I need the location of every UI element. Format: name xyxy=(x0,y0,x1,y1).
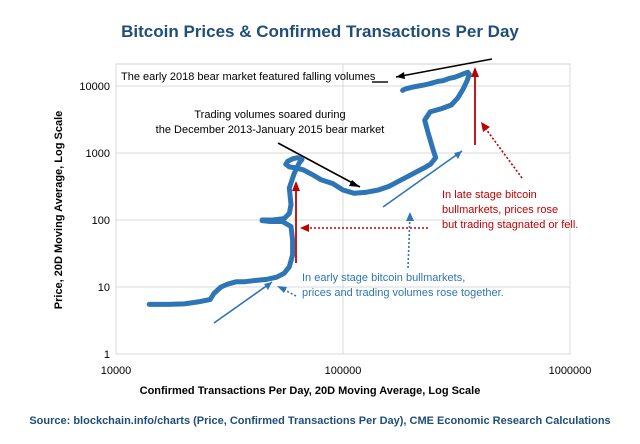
price-arrow-early-head xyxy=(292,181,300,191)
dotted-arrow-early-up xyxy=(407,214,411,269)
x-axis-label: Confirmed Transactions Per Day, 20D Movi… xyxy=(140,385,481,397)
series-line xyxy=(146,69,472,307)
y-tick-label: 100 xyxy=(92,215,110,227)
annotation-early-2018: The early 2018 bear market featured fall… xyxy=(121,71,376,83)
annotation-line: the December 2013-January 2015 bear mark… xyxy=(156,124,385,136)
trend-arrow-volume xyxy=(382,150,463,208)
dotted-arrow-early-up-head xyxy=(406,212,414,221)
dotted-arrow-late-up xyxy=(482,124,523,179)
y-tick-label: 1000 xyxy=(86,148,110,160)
price-arrow-late-head xyxy=(471,67,479,77)
annotation-early-stage: In early stage bitcoin bullmarkets, price… xyxy=(302,272,504,299)
annotation-line: but trading stagnated or fell. xyxy=(442,219,578,231)
x-tick-label: 10000 xyxy=(101,365,132,377)
x-tick-label: 100000 xyxy=(325,365,362,377)
trend-arrow-early-head xyxy=(264,282,272,290)
dotted-arrow-late-flat-head xyxy=(300,224,309,232)
y-tick-label: 1 xyxy=(104,349,110,361)
arrow-dec2013 xyxy=(277,142,361,188)
y-axis-label: Price, 20D Moving Average, Log Scale xyxy=(53,111,65,309)
annotation-line: Trading volumes soared during xyxy=(194,109,345,121)
y-tick-labels: 1 10 100 1000 10000 xyxy=(79,81,110,361)
arrow-early-2018-head xyxy=(396,72,405,79)
annotation-line: bullmarkets, prices rose xyxy=(442,204,558,216)
x-tick-label: 1000000 xyxy=(549,365,592,377)
trend-arrow-early xyxy=(213,281,273,324)
trend-arrow-volume-head xyxy=(454,151,462,159)
annotation-line: In early stage bitcoin bullmarkets, xyxy=(302,272,465,284)
annotation-line: The early 2018 bear market featured fall… xyxy=(121,71,376,83)
y-tick-label: 10 xyxy=(98,282,110,294)
annotation-dec2013: Trading volumes soared during the Decembe… xyxy=(156,109,385,136)
arrow-dec2013-head xyxy=(349,180,360,187)
source-note: Source: blockchain.info/charts (Price, C… xyxy=(29,415,610,427)
dotted-arrow-early-left-head xyxy=(277,286,287,293)
dotted-arrow-late-up-head xyxy=(481,122,490,132)
x-tick-labels: 10000 100000 1000000 xyxy=(101,365,592,377)
annotation-late-stage: In late stage bitcoin bullmarkets, prices… xyxy=(442,189,578,231)
annotations: The early 2018 bear market featured fall… xyxy=(121,71,578,299)
annotation-line: In late stage bitcoin xyxy=(442,189,537,201)
chart-title: Bitcoin Prices & Confirmed Transactions … xyxy=(121,22,519,41)
annotation-line: prices and trading volumes rose together… xyxy=(302,287,504,299)
annotation-arrows xyxy=(213,58,523,324)
arrow-early-2018 xyxy=(395,58,493,78)
gridlines xyxy=(115,64,571,355)
y-tick-label: 10000 xyxy=(79,81,110,93)
